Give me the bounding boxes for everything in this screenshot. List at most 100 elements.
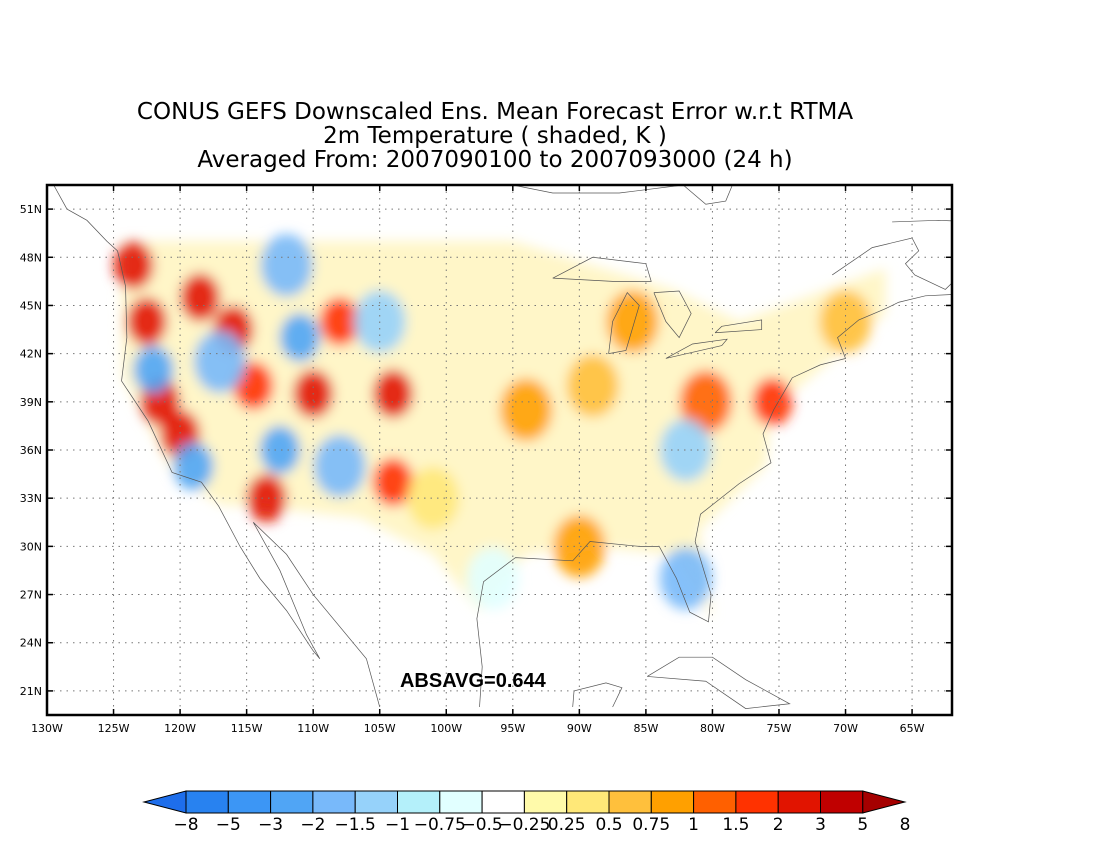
longitude-tick-label: 105W — [364, 722, 396, 735]
hudson-bay-coastline — [512, 185, 733, 205]
longitude-tick-label: 115W — [231, 722, 263, 735]
colorbar-label: 1 — [688, 815, 699, 835]
longitude-tick-label: 110W — [297, 722, 329, 735]
colorbar-boxes — [142, 790, 907, 814]
field-region — [319, 297, 360, 346]
colorbar-label: −8 — [173, 815, 198, 835]
field-region — [133, 345, 174, 394]
great-lake-outline — [552, 256, 652, 282]
colorbar-label: −5 — [216, 815, 241, 835]
colorbar-box — [439, 790, 483, 814]
longitude-tick-label: 95W — [500, 722, 525, 735]
colorbar-label: −1.5 — [335, 815, 376, 835]
longitude-tick-label: 100W — [430, 722, 462, 735]
field-region — [406, 466, 459, 530]
map-title: CONUS GEFS Downscaled Ens. Mean Forecast… — [0, 100, 990, 172]
colorbar-box — [312, 790, 356, 814]
title-line-2: 2m Temperature ( shaded, K ) — [323, 123, 667, 149]
latitude-axis: 21N 24N 27N 30N 33N 36N 39N 42N 45N 48N 51N — [20, 203, 952, 698]
latitude-tick-label: 36N — [20, 444, 42, 457]
colorbar-label: −2 — [300, 815, 325, 835]
longitude-axis: 130W 125W 120W 115W 110W 105W 100W 95W 90W 85W 80W… — [31, 185, 925, 735]
colorbar-box — [693, 790, 737, 814]
field-region — [194, 330, 247, 393]
field-region — [126, 297, 167, 346]
colorbar-label: 0.5 — [595, 815, 622, 835]
great-lake-outline — [714, 319, 763, 334]
yucatan-coastline — [572, 682, 623, 708]
colorbar-label: −0.5 — [461, 815, 502, 835]
field-region — [260, 234, 313, 297]
latitude-tick-label: 24N — [20, 637, 42, 650]
colorbar-box — [735, 790, 779, 814]
field-region — [553, 515, 606, 578]
colorbar-label: −0.75 — [414, 815, 466, 835]
map-gridlines — [47, 185, 952, 715]
field-region — [173, 442, 214, 491]
field-region — [279, 313, 320, 362]
great-lake-outline — [653, 290, 692, 339]
field-region — [373, 369, 414, 418]
longitude-tick-label: 130W — [31, 722, 63, 735]
latitude-tick-label: 33N — [20, 492, 42, 505]
colorbar-under-arrow — [142, 790, 187, 814]
longitude-tick-label: 90W — [567, 722, 592, 735]
colorbar-box — [397, 790, 441, 814]
colorbar-box — [777, 790, 822, 814]
field-region — [659, 547, 712, 610]
title-line-3: Averaged From: 2007090100 to 2007093000 … — [197, 147, 793, 173]
coastlines — [53, 185, 952, 709]
labrador-coastline — [892, 219, 952, 223]
colorbar-over-arrow — [862, 790, 907, 814]
field-region — [246, 474, 287, 523]
colorbar-box — [820, 790, 864, 814]
colorbar-label: 0.25 — [548, 815, 586, 835]
longitude-tick-label: 125W — [98, 722, 130, 735]
longitude-tick-label: 65W — [900, 722, 925, 735]
latitude-tick-label: 39N — [20, 396, 42, 409]
field-region — [566, 354, 619, 417]
west-coastline — [117, 250, 381, 708]
colorbar-box — [354, 790, 399, 814]
colorbar-box — [185, 790, 229, 814]
colorbar-box — [523, 790, 568, 814]
colorbar-box — [566, 790, 610, 814]
colorbar-label: 5 — [857, 815, 868, 835]
colorbar-label: 2 — [773, 815, 784, 835]
great-lake-outline — [665, 338, 728, 359]
field-region — [373, 458, 414, 507]
field-region — [659, 418, 712, 482]
latitude-tick-label: 48N — [20, 251, 42, 264]
great-lake-outline — [608, 292, 640, 354]
title-line-1: CONUS GEFS Downscaled Ens. Mean Forecast… — [136, 99, 854, 125]
longitude-tick-label: 120W — [164, 722, 196, 735]
field-blobs — [113, 234, 886, 619]
colorbar-box — [608, 790, 652, 814]
field-region — [679, 370, 732, 434]
absavg-annotation: ABSAVG=0.644 — [400, 670, 547, 692]
field-region — [259, 426, 300, 474]
longitude-tick-label: 85W — [633, 722, 658, 735]
gulf-and-east-coastline — [476, 294, 952, 707]
colorbar-label: −3 — [258, 815, 283, 835]
field-region — [752, 377, 793, 426]
colorbar-label: 1.5 — [722, 815, 749, 835]
field-region — [466, 547, 519, 610]
latitude-tick-label: 21N — [20, 685, 42, 698]
colorbar-box — [227, 790, 272, 814]
longitude-tick-label: 80W — [700, 722, 725, 735]
latitude-tick-label: 30N — [20, 540, 42, 553]
field-region — [180, 273, 221, 322]
latitude-tick-label: 42N — [20, 348, 42, 361]
latitude-tick-label: 45N — [20, 299, 42, 312]
latitude-tick-label: 27N — [20, 589, 42, 602]
colorbar-box — [650, 790, 695, 814]
temperature-error-field — [113, 234, 886, 619]
colorbar-label: 8 — [900, 815, 911, 835]
colorbar-label: −1 — [385, 815, 410, 835]
latitude-tick-label: 51N — [20, 203, 42, 216]
colorbar-box — [270, 790, 314, 814]
longitude-tick-label: 70W — [833, 722, 858, 735]
